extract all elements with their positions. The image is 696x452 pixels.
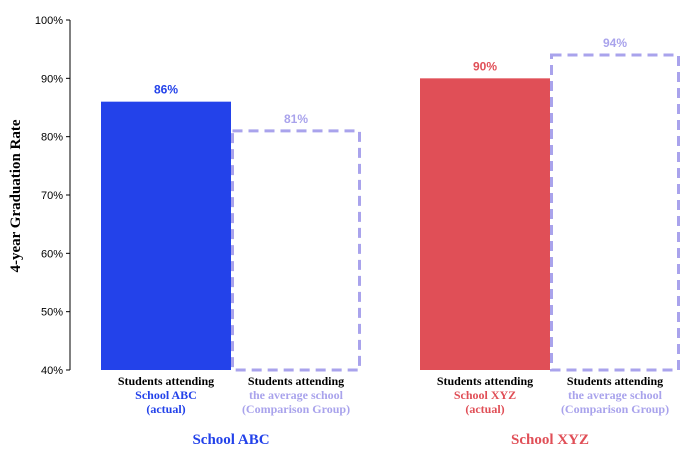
y-tick-label: 90% bbox=[41, 73, 63, 85]
bar-value-label: 94% bbox=[603, 36, 627, 50]
value-labels: 86% 81% 90% 94% bbox=[154, 36, 627, 126]
group-labels: School ABC School XYZ bbox=[192, 432, 589, 448]
category-label-line: School ABC bbox=[135, 388, 197, 402]
y-tick-label: 40% bbox=[41, 365, 63, 377]
category-label-line: (actual) bbox=[146, 402, 185, 416]
category-label-line: the average school bbox=[249, 388, 344, 402]
category-label-line: (actual) bbox=[465, 402, 504, 416]
group-label: School XYZ bbox=[511, 432, 589, 448]
bar-actual bbox=[420, 78, 550, 370]
bar-comparison bbox=[231, 129, 361, 372]
category-label-line: School XYZ bbox=[454, 388, 516, 402]
bar-comparison bbox=[550, 53, 680, 372]
y-tick-label: 80% bbox=[41, 132, 63, 144]
bar-actual bbox=[101, 101, 231, 371]
category-label-line: the average school bbox=[568, 388, 663, 402]
y-tick-label: 70% bbox=[41, 190, 63, 202]
category-label-line: Students attending bbox=[118, 374, 214, 388]
y-tick-label: 50% bbox=[41, 307, 63, 319]
y-tick-label: 100% bbox=[35, 15, 63, 27]
bar-value-label: 90% bbox=[473, 59, 497, 73]
group-label: School ABC bbox=[192, 432, 269, 448]
bar-value-label: 81% bbox=[284, 112, 308, 126]
category-label-line: (Comparison Group) bbox=[561, 402, 669, 416]
y-axis-label: 4-year Graduation Rate bbox=[8, 119, 24, 272]
y-axis: 40% 50% 60% 70% 80% 90% 100% bbox=[35, 15, 71, 377]
category-label-line: Students attending bbox=[567, 374, 663, 388]
category-label-line: Students attending bbox=[248, 374, 344, 388]
category-label-line: Students attending bbox=[437, 374, 533, 388]
bar-value-label: 86% bbox=[154, 83, 178, 97]
y-tick-label: 60% bbox=[41, 248, 63, 260]
bars-layer bbox=[101, 53, 680, 372]
category-label-line: (Comparison Group) bbox=[242, 402, 350, 416]
